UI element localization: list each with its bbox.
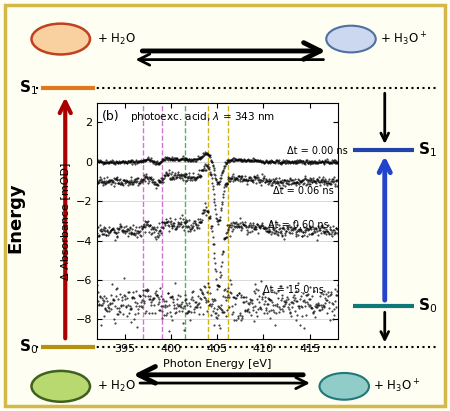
Text: + H$_3$O$^+$: + H$_3$O$^+$ xyxy=(373,378,420,395)
Text: Energy: Energy xyxy=(7,182,25,253)
Text: S$_0$: S$_0$ xyxy=(19,337,38,356)
Text: Δt = 0.00 ns: Δt = 0.00 ns xyxy=(287,146,347,156)
Text: + H$_2$O: + H$_2$O xyxy=(97,32,135,46)
X-axis label: Photon Energy [eV]: Photon Energy [eV] xyxy=(163,360,271,369)
Ellipse shape xyxy=(326,25,376,53)
Text: S$_1$: S$_1$ xyxy=(418,140,437,159)
Text: S$_0$: S$_0$ xyxy=(418,296,438,315)
Ellipse shape xyxy=(32,23,90,55)
Text: Δt = 15.0 ns: Δt = 15.0 ns xyxy=(263,285,324,295)
Text: Δt = 0.06 ns: Δt = 0.06 ns xyxy=(273,186,333,196)
Text: + H$_2$O: + H$_2$O xyxy=(97,379,135,394)
Text: photoexc. acid, $\lambda$ = 343 nm: photoexc. acid, $\lambda$ = 343 nm xyxy=(130,110,276,124)
Text: (b): (b) xyxy=(102,110,119,123)
Text: RNH$_2$: RNH$_2$ xyxy=(328,379,361,393)
Ellipse shape xyxy=(320,373,369,399)
Text: S$_1$: S$_1$ xyxy=(19,78,38,97)
Text: RNH$_3^+$: RNH$_3^+$ xyxy=(43,29,79,47)
Text: + H$_3$O$^+$: + H$_3$O$^+$ xyxy=(380,30,428,48)
Text: RNH$_2$: RNH$_2$ xyxy=(334,31,368,45)
Text: Δt = 0.60 ns: Δt = 0.60 ns xyxy=(268,220,329,230)
Y-axis label: Δ Absorbance [mOD]: Δ Absorbance [mOD] xyxy=(60,162,70,279)
Ellipse shape xyxy=(32,371,90,402)
Text: RNH$_3^+$: RNH$_3^+$ xyxy=(43,376,79,395)
